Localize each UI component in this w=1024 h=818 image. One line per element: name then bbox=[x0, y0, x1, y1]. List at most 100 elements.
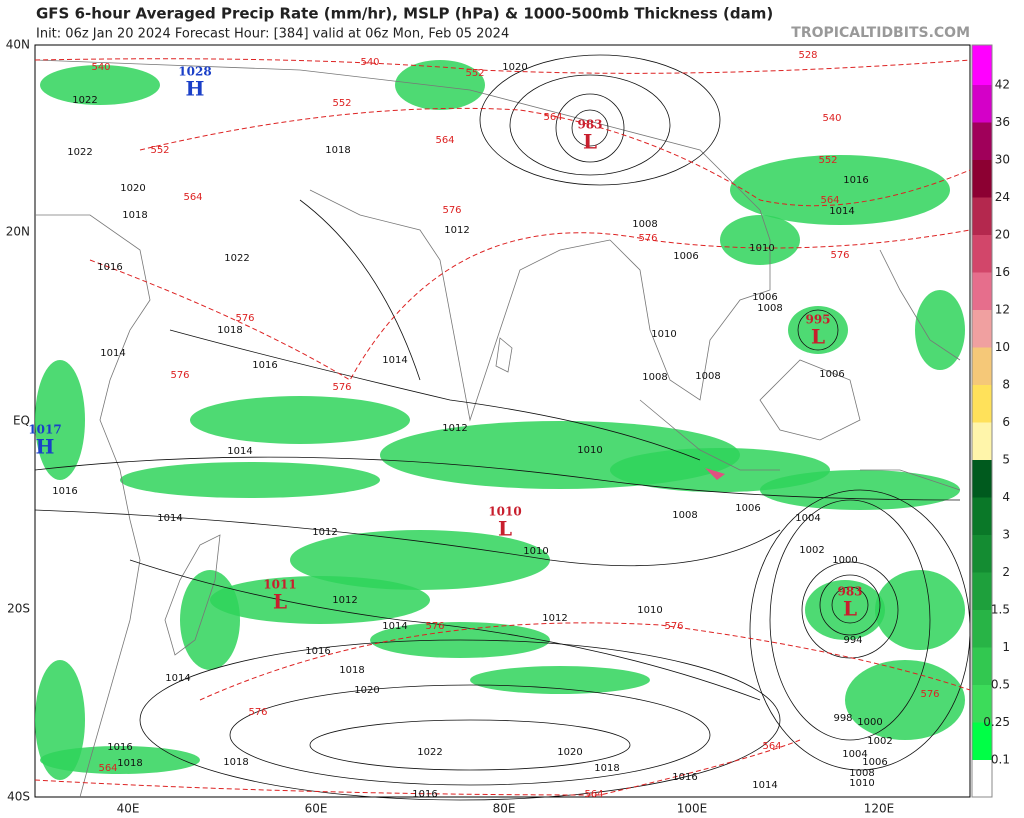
thickness-label: 576 bbox=[235, 313, 254, 324]
isobar-label: 1010 bbox=[637, 605, 662, 616]
center-letter: L bbox=[273, 590, 287, 614]
colorbar-label: 30 bbox=[995, 153, 1010, 167]
isobar-label: 1008 bbox=[757, 303, 782, 314]
thickness-label: 564 bbox=[820, 195, 839, 206]
isobar-label: 1010 bbox=[523, 546, 548, 557]
longitude-label: 40E bbox=[117, 802, 140, 816]
isobar-label: 1006 bbox=[752, 292, 777, 303]
colorbar-label: 2 bbox=[1002, 565, 1010, 579]
watermark: TROPICALTIDBITS.COM bbox=[791, 25, 970, 41]
colorbar-label: 36 bbox=[995, 115, 1010, 129]
isobar-label: 1012 bbox=[312, 527, 337, 538]
thickness-label: 564 bbox=[584, 789, 603, 800]
thickness-label: 576 bbox=[170, 370, 189, 381]
isobars bbox=[34, 54, 971, 801]
colorbar-segment bbox=[972, 197, 992, 235]
latitude-label: 20N bbox=[6, 225, 30, 239]
center-value: 1010 bbox=[488, 505, 521, 519]
colorbar-label: 10 bbox=[995, 340, 1010, 354]
colorbar-label: 16 bbox=[995, 265, 1010, 279]
latitude-label: EQ bbox=[13, 414, 30, 428]
isobar-label: 1006 bbox=[673, 251, 698, 262]
colorbar-label: 6 bbox=[1002, 415, 1010, 429]
thickness-label: 576 bbox=[248, 707, 267, 718]
isobar-label: 1008 bbox=[632, 219, 657, 230]
precip-areas bbox=[35, 60, 965, 780]
colorbar-segment bbox=[972, 722, 992, 760]
isobar-label: 1014 bbox=[227, 446, 252, 457]
colorbar-segment bbox=[972, 610, 992, 648]
longitude-label: 80E bbox=[493, 802, 516, 816]
thickness-label: 576 bbox=[425, 621, 444, 632]
colorbar-label: 3 bbox=[1002, 528, 1010, 542]
heavy-precip bbox=[705, 468, 725, 480]
isobar-label: 1022 bbox=[72, 95, 97, 106]
thickness-label: 552 bbox=[818, 155, 837, 166]
isobar-label: 1016 bbox=[412, 789, 437, 800]
isobar-label: 1012 bbox=[542, 613, 567, 624]
colorbar-label: 0.1 bbox=[991, 753, 1010, 767]
thickness-label: 564 bbox=[543, 112, 562, 123]
center-letter: L bbox=[583, 130, 597, 154]
subtitle: Init: 06z Jan 20 2024 Forecast Hour: [38… bbox=[36, 27, 509, 42]
isobar-label: 1008 bbox=[849, 768, 874, 779]
thickness-label: 576 bbox=[442, 205, 461, 216]
thickness-lines bbox=[34, 58, 971, 796]
colorbar-segment bbox=[972, 122, 992, 160]
colorbar-segment bbox=[972, 235, 992, 273]
thickness-label: 576 bbox=[638, 233, 657, 244]
colorbar-segment bbox=[972, 685, 992, 723]
center-value: 1017 bbox=[28, 423, 61, 437]
center-value: 995 bbox=[805, 313, 830, 327]
isobar-label: 1014 bbox=[165, 673, 190, 684]
isobar-label: 1010 bbox=[749, 243, 774, 254]
isobar-label: 1000 bbox=[832, 555, 857, 566]
colorbar-segment bbox=[972, 347, 992, 385]
isobar-label: 1020 bbox=[502, 62, 527, 73]
thickness-label: 552 bbox=[465, 68, 484, 79]
colorbar-segment bbox=[972, 272, 992, 310]
isobar-label: 1014 bbox=[100, 348, 125, 359]
thickness-label: 552 bbox=[150, 145, 169, 156]
center-letter: L bbox=[843, 597, 857, 621]
center-value: 983 bbox=[837, 585, 862, 599]
thickness-label: 564 bbox=[435, 135, 454, 146]
colorbar-label: 4 bbox=[1002, 490, 1010, 504]
colorbar-segment bbox=[972, 160, 992, 198]
center-letter: H bbox=[36, 435, 55, 459]
isobar-label: 1016 bbox=[843, 175, 868, 186]
colorbar-label: 24 bbox=[995, 190, 1010, 204]
isobar-label: 1014 bbox=[752, 780, 777, 791]
isobar-label: 1016 bbox=[305, 646, 330, 657]
isobar-label: 1006 bbox=[735, 503, 760, 514]
colorbar-label: 1 bbox=[1002, 640, 1010, 654]
colorbar-label: 1.5 bbox=[991, 603, 1010, 617]
thickness-label: 576 bbox=[332, 382, 351, 393]
isobar-label: 1012 bbox=[442, 423, 467, 434]
center-letter: L bbox=[498, 517, 512, 541]
isobar-label: 998 bbox=[833, 713, 852, 724]
thickness-label: 540 bbox=[91, 62, 110, 73]
isobar-label: 1014 bbox=[829, 206, 854, 217]
isobar-label: 1006 bbox=[862, 757, 887, 768]
longitude-label: 100E bbox=[677, 802, 708, 816]
latitude-label: 20S bbox=[7, 602, 30, 616]
isobar-label: 1006 bbox=[819, 369, 844, 380]
isobar-label: 1016 bbox=[252, 360, 277, 371]
isobar-label: 1014 bbox=[157, 513, 182, 524]
center-value: 1028 bbox=[178, 65, 211, 79]
colorbar-label: 8 bbox=[1002, 378, 1010, 392]
thickness-label: 552 bbox=[332, 98, 351, 109]
colorbar-label: 20 bbox=[995, 228, 1010, 242]
colorbar-segment bbox=[972, 497, 992, 535]
thickness-label: 540 bbox=[360, 57, 379, 68]
thickness-label: 564 bbox=[98, 763, 117, 774]
isobar-label: 1018 bbox=[325, 145, 350, 156]
colorbar-segment bbox=[972, 422, 992, 460]
isobar-label: 1016 bbox=[107, 742, 132, 753]
colorbar-label: 42 bbox=[995, 78, 1010, 92]
isobar-label: 1008 bbox=[695, 371, 720, 382]
colorbar-segment bbox=[972, 760, 992, 797]
coastlines bbox=[34, 59, 961, 798]
